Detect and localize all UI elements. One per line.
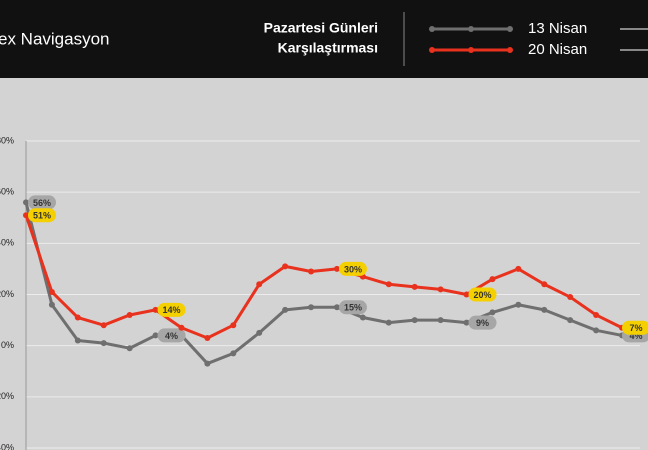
- point: [152, 332, 159, 339]
- label-pill: [28, 208, 56, 223]
- y-tick-label: -20%: [0, 391, 14, 401]
- point: [48, 288, 55, 295]
- point: [567, 294, 574, 301]
- data-label: 15%: [344, 303, 362, 313]
- point: [515, 301, 522, 308]
- legend-dot: [507, 47, 513, 53]
- point: [308, 304, 315, 311]
- point: [23, 199, 29, 206]
- data-label: 20%: [474, 290, 492, 300]
- point: [333, 265, 340, 272]
- point: [152, 306, 159, 313]
- label-pill: [338, 300, 367, 315]
- point: [230, 322, 237, 329]
- point: [385, 319, 392, 326]
- point: [256, 329, 263, 336]
- legend-label: 20 Nisan: [528, 41, 587, 58]
- y-tick-label: -40%: [0, 442, 14, 450]
- label-pill: [468, 287, 497, 302]
- point: [230, 350, 237, 357]
- data-label: 51%: [33, 211, 51, 221]
- label-pill: [622, 320, 648, 335]
- point: [74, 314, 81, 321]
- y-tick-label: 60%: [0, 187, 14, 197]
- point: [489, 309, 496, 316]
- plot-background: [0, 78, 648, 450]
- data-label: 4%: [629, 331, 642, 341]
- data-label: 56%: [33, 198, 51, 208]
- label-pill: [28, 195, 56, 210]
- point: [204, 360, 211, 367]
- data-label: 7%: [629, 323, 642, 333]
- point: [282, 306, 289, 313]
- label-pill: [468, 315, 497, 330]
- legend-label: 13 Nisan: [528, 20, 587, 37]
- point: [463, 319, 470, 326]
- series-line: [24, 214, 623, 340]
- point: [593, 311, 600, 318]
- point: [515, 265, 522, 272]
- series-line: [24, 202, 623, 366]
- point: [126, 345, 133, 352]
- y-tick-label: 80%: [0, 135, 14, 145]
- point: [333, 304, 340, 311]
- legend-dot: [429, 47, 435, 53]
- y-tick-label: 20%: [0, 289, 14, 299]
- point: [100, 340, 107, 347]
- point: [178, 324, 185, 331]
- data-label: 14%: [163, 305, 181, 315]
- label-pill: [338, 261, 367, 276]
- point: [204, 334, 211, 341]
- point: [567, 317, 574, 324]
- point: [282, 263, 289, 270]
- y-tick-label: 40%: [0, 238, 14, 248]
- y-tick-label: 0%: [1, 340, 14, 350]
- data-label: 9%: [476, 318, 489, 328]
- legend-dot: [468, 47, 474, 53]
- point: [593, 327, 600, 334]
- point: [256, 281, 263, 288]
- legend-dot: [429, 26, 435, 32]
- data-label: 30%: [344, 264, 362, 274]
- legend-dot: [468, 26, 474, 32]
- label-pill: [157, 302, 186, 317]
- point: [437, 286, 444, 293]
- chart-title: Karşılaştırması: [278, 40, 378, 56]
- point: [411, 317, 418, 324]
- point: [437, 317, 444, 324]
- point: [100, 322, 107, 329]
- point: [126, 311, 133, 318]
- point: [463, 291, 470, 298]
- label-pill: [157, 328, 186, 343]
- point: [308, 268, 315, 275]
- header-bar: [0, 0, 648, 78]
- legend-dot: [507, 26, 513, 32]
- point: [541, 306, 548, 313]
- data-label: 4%: [165, 331, 178, 341]
- chart-title: Pazartesi Günleri: [264, 20, 378, 36]
- point: [411, 283, 418, 290]
- point: [74, 337, 81, 344]
- point: [359, 314, 366, 321]
- point: [23, 212, 29, 219]
- point: [541, 281, 548, 288]
- point: [489, 276, 496, 283]
- point: [385, 281, 392, 288]
- point: [48, 301, 55, 308]
- brand: ex Navigasyon: [0, 29, 110, 48]
